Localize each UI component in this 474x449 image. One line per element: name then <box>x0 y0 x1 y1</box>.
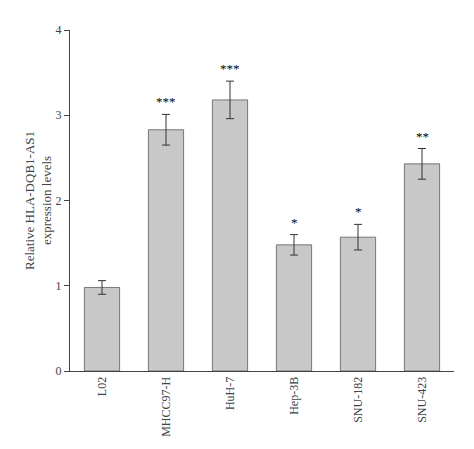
svg-text:***: *** <box>156 94 176 109</box>
svg-text:3: 3 <box>56 108 62 122</box>
svg-text:**: ** <box>416 129 429 144</box>
svg-text:Relative HLA-DQB1-AS1expressio: Relative HLA-DQB1-AS1expression levels <box>22 131 54 270</box>
svg-text:4: 4 <box>56 23 62 37</box>
svg-text:HuH-7: HuH-7 <box>223 377 237 410</box>
svg-text:SNU-182: SNU-182 <box>351 377 365 423</box>
svg-text:L02: L02 <box>95 377 109 396</box>
svg-text:1: 1 <box>56 279 62 293</box>
svg-text:0: 0 <box>56 364 62 378</box>
svg-text:MHCC97-H: MHCC97-H <box>159 376 173 436</box>
svg-text:2: 2 <box>56 194 62 208</box>
svg-text:Hep-3B: Hep-3B <box>287 377 301 415</box>
svg-text:SNU-423: SNU-423 <box>415 377 429 423</box>
svg-text:***: *** <box>220 61 240 76</box>
svg-text:*: * <box>291 215 298 230</box>
svg-text:*: * <box>355 204 362 219</box>
